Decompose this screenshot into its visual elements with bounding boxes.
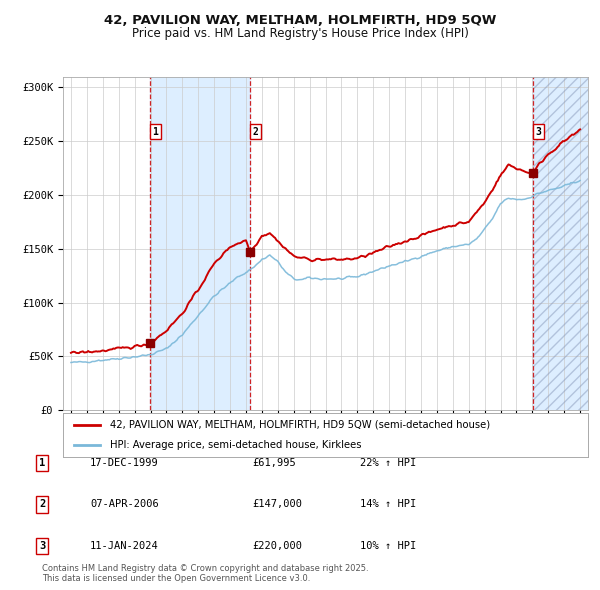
Bar xyxy=(533,77,596,410)
Text: Contains HM Land Registry data © Crown copyright and database right 2025.
This d: Contains HM Land Registry data © Crown c… xyxy=(42,563,368,583)
Text: 42, PAVILION WAY, MELTHAM, HOLMFIRTH, HD9 5QW: 42, PAVILION WAY, MELTHAM, HOLMFIRTH, HD… xyxy=(104,14,496,27)
Text: Price paid vs. HM Land Registry's House Price Index (HPI): Price paid vs. HM Land Registry's House … xyxy=(131,27,469,40)
Text: 17-DEC-1999: 17-DEC-1999 xyxy=(90,458,159,468)
Text: HPI: Average price, semi-detached house, Kirklees: HPI: Average price, semi-detached house,… xyxy=(110,440,362,450)
Text: £220,000: £220,000 xyxy=(252,541,302,550)
Text: £147,000: £147,000 xyxy=(252,500,302,509)
Text: £61,995: £61,995 xyxy=(252,458,296,468)
Bar xyxy=(533,77,596,410)
Text: 07-APR-2006: 07-APR-2006 xyxy=(90,500,159,509)
Text: 10% ↑ HPI: 10% ↑ HPI xyxy=(360,541,416,550)
Text: 1: 1 xyxy=(152,127,158,137)
Text: 22% ↑ HPI: 22% ↑ HPI xyxy=(360,458,416,468)
Text: 1: 1 xyxy=(39,458,45,468)
Text: 2: 2 xyxy=(253,127,259,137)
Bar xyxy=(150,77,250,410)
Text: 3: 3 xyxy=(39,541,45,550)
Text: 3: 3 xyxy=(535,127,541,137)
Text: 2: 2 xyxy=(39,500,45,509)
Text: 14% ↑ HPI: 14% ↑ HPI xyxy=(360,500,416,509)
Text: 11-JAN-2024: 11-JAN-2024 xyxy=(90,541,159,550)
Text: 42, PAVILION WAY, MELTHAM, HOLMFIRTH, HD9 5QW (semi-detached house): 42, PAVILION WAY, MELTHAM, HOLMFIRTH, HD… xyxy=(110,420,490,430)
